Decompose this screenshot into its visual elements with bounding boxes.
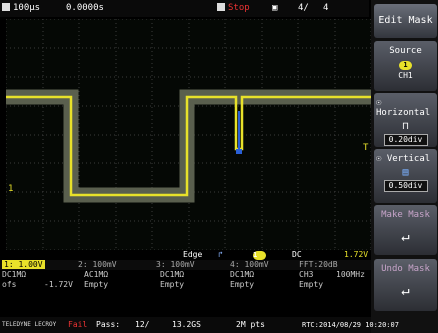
ch2-name: 2: — [78, 260, 88, 269]
undo-mask-softkey[interactable]: Undo Mask ↵ — [374, 259, 437, 311]
horizontal-softkey[interactable]: ☉ Horizontal ⊓ 0.20div — [374, 93, 437, 147]
source-label: Source — [389, 46, 422, 56]
ch1-trace — [6, 95, 371, 197]
fft-source: CH3 — [299, 270, 314, 279]
delay-readout: 0.0000s — [66, 3, 104, 13]
trigger-level: 1.72V — [344, 250, 369, 259]
horizontal-label: Horizontal — [376, 108, 431, 118]
undo-mask-label: Undo Mask — [381, 264, 430, 274]
acquisition-total: 4 — [323, 3, 329, 13]
fft-bandwidth: 100MHz — [336, 270, 365, 279]
pulse-width-icon: ⊓ — [402, 121, 409, 132]
horizontal-value: 0.20div — [383, 134, 428, 146]
trigger-row: Edge ↱ 1 DC 1.72V — [0, 250, 371, 260]
glitch-point — [236, 149, 242, 154]
acquisition-status-row: TELEDYNE LECROY Fail Pass: 12/ 13.2GS 2M… — [0, 317, 399, 333]
ch1-offset-label: ofs — [2, 280, 17, 289]
channel-offset-row: ofs -1.72V Empty Empty Empty Empty — [0, 280, 371, 290]
ch4-extra: Empty — [230, 280, 255, 289]
run-state-icon — [217, 0, 225, 17]
trigger-coupling: DC — [292, 250, 302, 259]
fft-extra: Empty — [299, 280, 324, 289]
vertical-softkey[interactable]: ☉ Vertical ▤ 0.50div — [374, 149, 437, 203]
ch1-scale-value: 1.00V — [18, 260, 43, 269]
pass-count: 12/ — [135, 320, 150, 329]
ch3-scale-value: 100mV — [170, 260, 195, 269]
status-bar: 100µs 0.0000s Stop ▣ 4/ 4 — [0, 0, 369, 17]
ch2-scale[interactable]: 2: 100mV — [78, 260, 117, 270]
mask-region — [6, 89, 371, 203]
ch1-extra: Empty — [84, 280, 109, 289]
ch4-scale-value: 100mV — [244, 260, 269, 269]
sample-rate: 13.2GS — [172, 320, 201, 329]
ch4-coupling: DC1MΩ — [230, 270, 255, 279]
make-mask-label: Make Mask — [381, 210, 430, 220]
vertical-value: 0.50div — [383, 180, 428, 192]
pass-label: Pass: — [96, 320, 121, 329]
step-height-icon: ▤ — [402, 167, 409, 178]
ch1-offset: -1.72V — [44, 280, 73, 289]
rtc-clock: RTC:2014/08/29 10:20:07 — [302, 321, 399, 329]
ch1-name: 1: — [4, 260, 14, 269]
fail-label: Fail — [68, 320, 88, 329]
ch4-scale[interactable]: 4: 100mV — [230, 260, 269, 270]
return-arrow-icon: ↵ — [401, 283, 410, 299]
fft-scale[interactable]: FFT:20dB — [299, 260, 338, 269]
return-arrow-icon: ↵ — [401, 229, 410, 245]
make-mask-softkey[interactable]: Make Mask ↵ — [374, 205, 437, 255]
trigger-mode: Edge — [183, 250, 203, 259]
channel-coupling-row: DC1MΩ AC1MΩ DC1MΩ DC1MΩ CH3 100MHz — [0, 270, 371, 280]
graticule — [6, 19, 371, 250]
camera-icon: ▣ — [272, 3, 278, 13]
ch3-scale[interactable]: 3: 100mV — [156, 260, 195, 270]
softkey-menu: Edit Mask Source 1 CH1 ☉ Horizontal ⊓ 0.… — [371, 0, 438, 333]
timebase-readout: 100µs — [13, 3, 41, 13]
waveform-display: T 1 — [6, 19, 371, 250]
edge-slope-icon: ↱ — [218, 250, 223, 259]
trigger-source-badge: 1 — [253, 251, 266, 260]
source-softkey[interactable]: Source 1 CH1 — [374, 41, 437, 91]
menu-title: Edit Mask — [378, 15, 433, 26]
ch3-extra: Empty — [160, 280, 185, 289]
ch4-name: 4: — [230, 260, 240, 269]
ch3-coupling: DC1MΩ — [160, 270, 185, 279]
edit-mask-title: Edit Mask — [374, 4, 437, 38]
timebase-icon — [2, 0, 10, 17]
ch1-scale[interactable]: 1: 1.00V — [2, 260, 45, 270]
run-state: Stop — [228, 3, 250, 13]
channel-scale-row: 1: 1.00V 2: 100mV 3: 100mV 4: 100mV FFT:… — [0, 260, 371, 270]
ch2-scale-value: 100mV — [92, 260, 117, 269]
knob-icon: ☉ — [376, 98, 382, 108]
ch2-coupling: AC1MΩ — [84, 270, 109, 279]
mask-band — [6, 89, 371, 203]
record-length: 2M pts — [236, 320, 265, 329]
trigger-level-marker[interactable]: T — [363, 143, 369, 153]
vertical-label: Vertical — [386, 154, 431, 164]
ch1-waveform — [6, 95, 371, 197]
vertical-heading: ☉ Vertical — [374, 154, 437, 164]
teledyne-lecroy-logo: TELEDYNE LECROY — [2, 321, 57, 328]
knob-icon: ☉ — [376, 154, 382, 164]
ch1-ground-marker[interactable]: 1 — [8, 184, 14, 194]
source-value: CH1 — [398, 71, 413, 80]
horizontal-heading: ☉ Horizontal — [374, 98, 437, 118]
ch1-coupling: DC1MΩ — [2, 270, 27, 279]
ch3-name: 3: — [156, 260, 166, 269]
ch1-badge: 1 — [399, 61, 412, 70]
acquisition-count: 4/ — [298, 3, 309, 13]
